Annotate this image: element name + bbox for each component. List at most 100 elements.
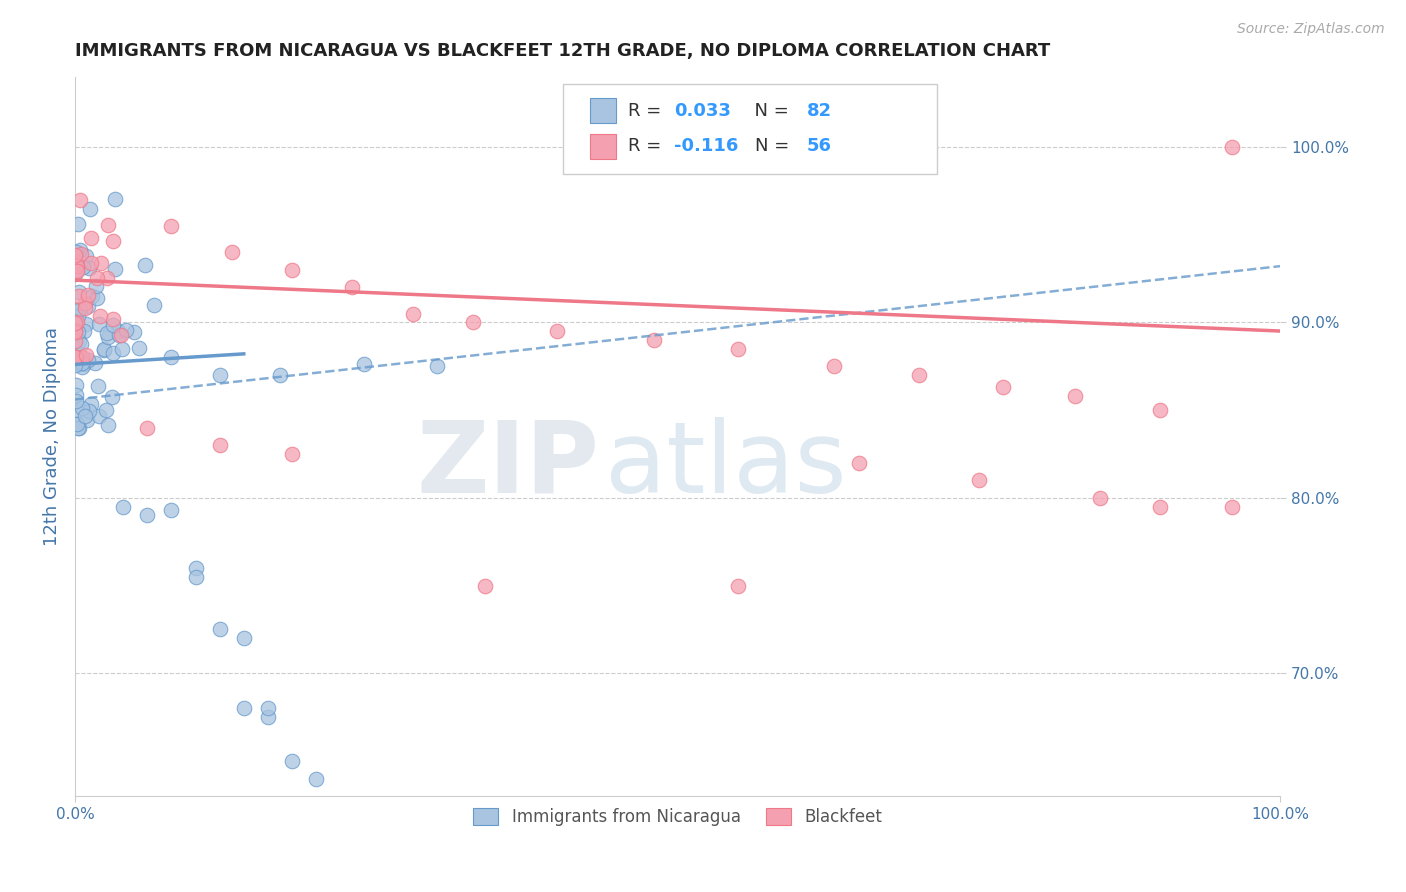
Point (77, 403, 100, 417)
Point (65, 403, 87, 417)
Point (89, 309, 111, 323)
Point (80, 231, 103, 245)
Point (66, 420, 89, 434)
Point (75, 348, 97, 362)
Point (69, 193, 91, 207)
Point (90, 256, 112, 270)
Bar (589, 98, 616, 123)
Point (160, 219, 183, 233)
Point (65, 253, 87, 268)
Point (65, 351, 87, 365)
Point (77, 299, 100, 313)
Point (65, 359, 87, 373)
Point (65, 325, 87, 339)
Point (65, 394, 87, 409)
Point (1149, 403, 1171, 417)
Point (69, 357, 91, 371)
Point (66, 315, 89, 329)
Point (70, 337, 93, 351)
Point (63, 334, 86, 349)
Point (72, 355, 94, 369)
Point (80, 256, 103, 270)
Point (208, 438, 231, 452)
Point (83, 355, 105, 369)
Text: 56: 56 (807, 137, 832, 155)
Point (281, 447, 304, 461)
Point (70, 351, 93, 365)
Point (643, 333, 665, 347)
Point (232, 631, 254, 645)
Point (86, 271, 108, 285)
Point (208, 368, 231, 382)
Point (281, 754, 304, 768)
Point (69, 247, 91, 261)
Point (104, 262, 127, 277)
Bar (589, 134, 616, 159)
Point (75, 317, 97, 331)
Point (110, 328, 132, 343)
Point (101, 235, 124, 249)
Text: ZIP: ZIP (416, 417, 599, 514)
Point (97, 218, 120, 232)
Point (66, 345, 89, 359)
Point (160, 351, 183, 365)
Point (73, 301, 96, 315)
Point (65, 378, 87, 392)
Point (75, 248, 97, 262)
Point (107, 324, 129, 338)
Point (184, 561, 207, 575)
Point (65, 245, 87, 260)
Text: IMMIGRANTS FROM NICARAGUA VS BLACKFEET 12TH GRADE, NO DIPLOMA CORRELATION CHART: IMMIGRANTS FROM NICARAGUA VS BLACKFEET 1… (75, 42, 1050, 60)
Point (65, 304, 87, 318)
Y-axis label: 12th Grade, No Diploma: 12th Grade, No Diploma (44, 326, 60, 546)
Text: Source: ZipAtlas.com: Source: ZipAtlas.com (1237, 22, 1385, 37)
Point (104, 193, 127, 207)
Point (76, 287, 98, 301)
Point (1064, 389, 1087, 403)
Point (848, 456, 870, 470)
Point (115, 323, 138, 337)
Point (77, 260, 100, 275)
Point (142, 298, 165, 312)
Point (72, 355, 94, 369)
Point (1088, 491, 1111, 505)
FancyBboxPatch shape (564, 84, 936, 174)
Legend: Immigrants from Nicaragua, Blackfeet: Immigrants from Nicaragua, Blackfeet (465, 800, 890, 835)
Point (73, 324, 96, 338)
Point (727, 578, 749, 592)
Point (63, 316, 86, 330)
Text: 82: 82 (807, 102, 832, 120)
Point (426, 359, 449, 373)
Point (907, 368, 929, 382)
Point (75, 409, 97, 423)
Point (66, 417, 89, 431)
Point (86, 291, 108, 305)
Point (66, 309, 89, 323)
Point (1149, 500, 1171, 514)
Text: N =: N = (742, 102, 794, 120)
Point (101, 318, 124, 332)
Point (184, 570, 207, 584)
Point (67, 285, 90, 299)
Point (67, 334, 90, 348)
Point (94, 403, 117, 417)
Point (103, 346, 125, 360)
Point (401, 306, 423, 320)
Point (136, 508, 159, 523)
Point (69, 301, 91, 316)
Point (136, 420, 159, 434)
Point (124, 325, 146, 339)
Text: R =: R = (628, 102, 668, 120)
Text: R =: R = (628, 137, 668, 155)
Point (257, 701, 280, 715)
Text: 0.033: 0.033 (673, 102, 731, 120)
Point (65, 259, 87, 273)
Point (111, 343, 134, 357)
Point (72, 360, 94, 375)
Point (474, 578, 496, 592)
Point (84, 278, 107, 293)
Point (128, 341, 150, 355)
Point (73, 358, 96, 372)
Point (103, 311, 125, 326)
Point (65, 324, 87, 338)
